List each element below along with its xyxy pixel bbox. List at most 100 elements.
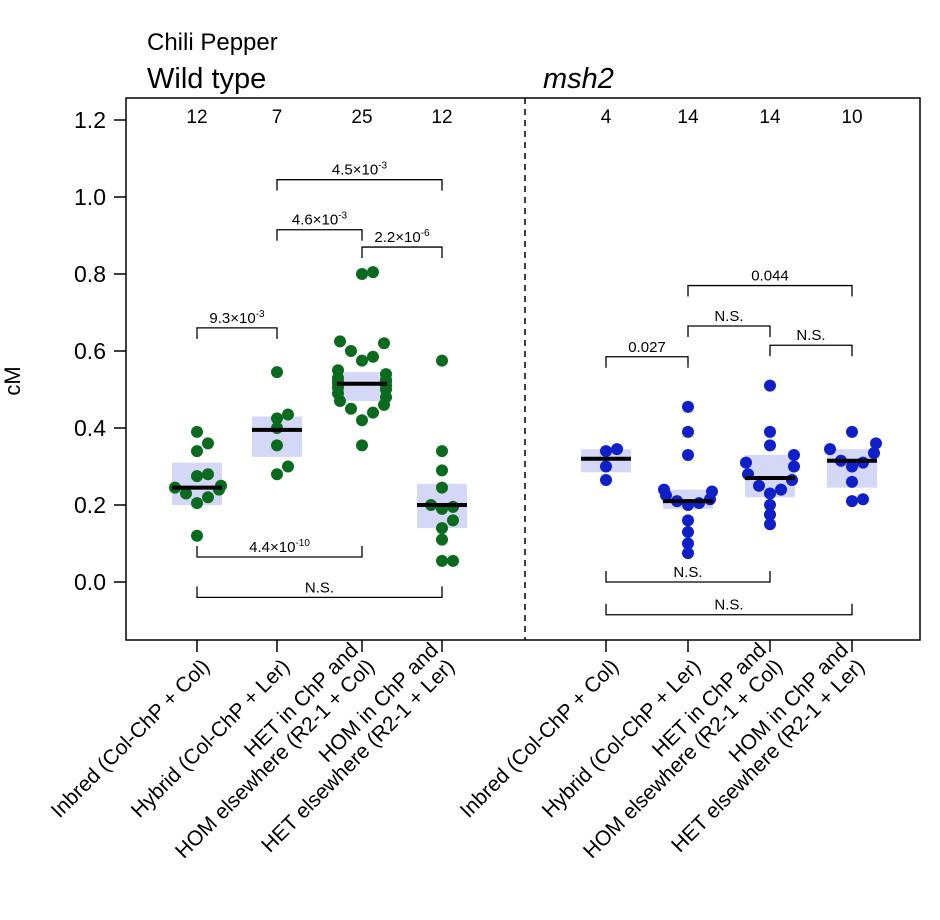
- data-point: [764, 379, 776, 392]
- data-point: [378, 337, 390, 350]
- comparison-bracket: 2.2×10-6: [361, 228, 443, 259]
- y-tick-label: 0.4: [74, 415, 106, 441]
- data-point: [764, 499, 776, 511]
- data-point: [447, 554, 459, 567]
- data-point: [436, 481, 448, 494]
- bracket-line: [196, 545, 363, 558]
- p-value-base: N.S.: [796, 327, 825, 344]
- iqr-box: [337, 372, 387, 402]
- bracket-line: [276, 229, 363, 241]
- p-value-label: 0.027: [628, 339, 666, 356]
- comparison-layer: 4.5×10-34.6×10-32.2×10-69.3×10-34.4×10-1…: [196, 161, 853, 616]
- group-n-label: 14: [677, 107, 699, 128]
- data-point: [682, 525, 694, 538]
- comparison-bracket: N.S.: [687, 308, 771, 337]
- data-point: [824, 443, 836, 456]
- p-value-label: 9.3×10-3: [209, 309, 265, 327]
- bracket-line: [196, 586, 443, 599]
- p-value-exponent: -3: [378, 161, 387, 172]
- category-label-group: Inbred (Col-ChP + Col): [456, 655, 623, 822]
- y-tick-label: 0.2: [74, 492, 106, 518]
- data-point: [682, 425, 694, 438]
- data-point: [180, 487, 192, 500]
- bracket-line: [605, 571, 771, 583]
- p-value-label: 0.044: [751, 268, 789, 285]
- data-point: [367, 266, 379, 279]
- group-n-label: 12: [431, 107, 452, 128]
- data-point: [740, 456, 752, 469]
- p-value-label: N.S.: [796, 327, 825, 344]
- data-point: [191, 529, 203, 542]
- data-point: [775, 483, 787, 496]
- data-point: [345, 345, 357, 357]
- bracket-line: [769, 344, 853, 357]
- category-label-group: Inbred (Col-ChP + Col): [47, 655, 214, 822]
- p-value-base: 9.3×10: [209, 310, 255, 327]
- data-point: [271, 412, 283, 425]
- bracket-line: [276, 179, 443, 191]
- data-point: [282, 408, 294, 421]
- data-point: [764, 508, 776, 521]
- group-n-label: 4: [601, 107, 612, 128]
- p-value-base: 0.027: [628, 339, 666, 356]
- data-point: [600, 460, 612, 473]
- data-point: [202, 468, 214, 481]
- data-point: [345, 402, 357, 415]
- bracket-line: [687, 284, 853, 297]
- panel-title: Wild type: [147, 63, 266, 95]
- data-point: [356, 439, 368, 452]
- data-point: [846, 475, 858, 488]
- panel-title: msh2: [543, 63, 614, 95]
- data-point: [271, 366, 283, 379]
- data-point: [447, 514, 459, 527]
- data-point: [682, 448, 694, 461]
- data-point: [436, 554, 448, 567]
- data-point: [356, 414, 368, 427]
- p-value-label: 2.2×10-6: [374, 228, 430, 246]
- plot-border: [125, 97, 921, 641]
- data-point: [764, 487, 776, 500]
- data-point: [202, 437, 214, 450]
- data-point: [846, 460, 858, 473]
- data-point: [660, 489, 672, 502]
- group-n-label: 7: [272, 107, 283, 128]
- p-value-label: N.S.: [673, 564, 702, 581]
- p-value-base: 4.5×10: [332, 162, 378, 179]
- comparison-bracket: N.S.: [605, 564, 771, 583]
- group-n-label: 14: [759, 107, 781, 128]
- p-value-label: N.S.: [305, 579, 334, 596]
- data-point: [857, 493, 869, 506]
- data-point: [600, 473, 612, 486]
- category-label: Inbred (Col-ChP + Col): [456, 655, 623, 822]
- p-value-base: 4.6×10: [292, 212, 338, 229]
- bracket-line: [196, 327, 278, 339]
- data-point: [436, 464, 448, 477]
- y-tick-label: 1.2: [74, 107, 106, 133]
- bracket-line: [361, 246, 443, 259]
- data-point: [682, 537, 694, 550]
- data-point: [846, 425, 858, 438]
- p-value-label: 4.6×10-3: [292, 211, 348, 229]
- data-point: [356, 354, 368, 367]
- p-value-base: N.S.: [305, 579, 334, 596]
- data-point: [334, 395, 346, 408]
- data-point: [271, 468, 283, 481]
- data-point: [367, 406, 379, 419]
- p-value-label: 4.5×10-3: [332, 161, 388, 179]
- data-point: [788, 448, 800, 461]
- chart-supertitle: Chili Pepper: [147, 29, 278, 56]
- data-point: [282, 460, 294, 473]
- bracket-line: [605, 356, 689, 368]
- p-value-base: 2.2×10: [374, 229, 420, 246]
- comparison-bracket: 4.4×10-10: [196, 538, 363, 558]
- data-point: [753, 479, 765, 492]
- data-point: [436, 354, 448, 367]
- data-point: [682, 547, 694, 560]
- data-point: [764, 518, 776, 531]
- p-value-base: N.S.: [673, 564, 702, 581]
- data-point: [378, 398, 390, 411]
- p-value-base: N.S.: [714, 308, 743, 325]
- p-value-base: 4.4×10: [249, 539, 295, 556]
